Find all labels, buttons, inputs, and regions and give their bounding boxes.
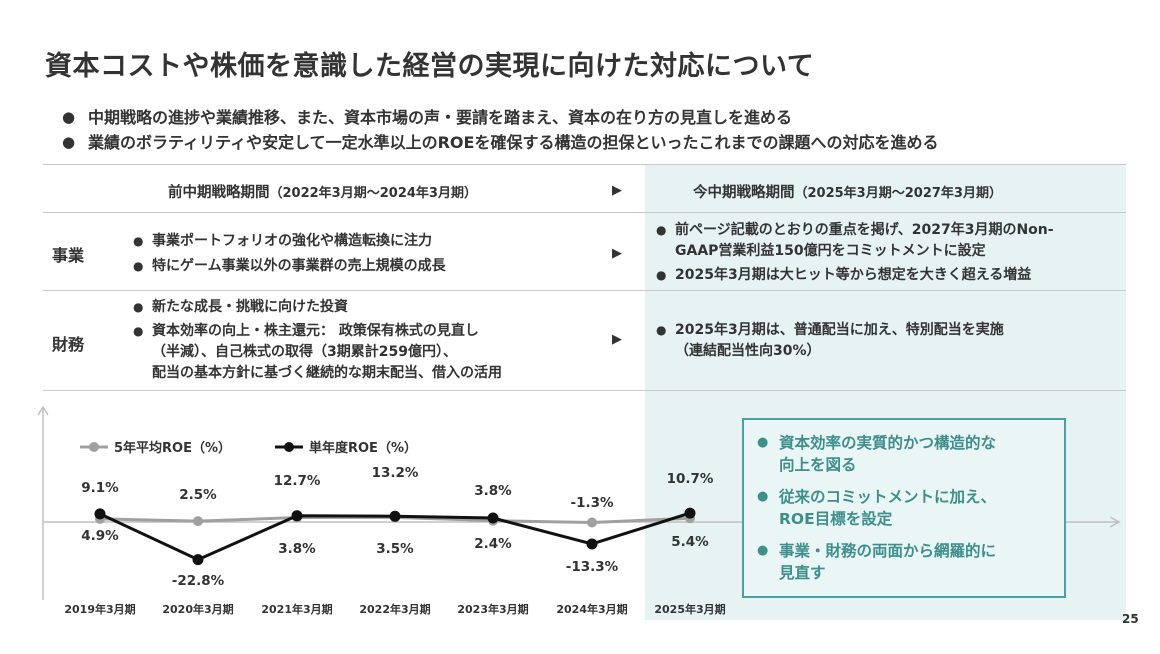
list-item: ● 特にゲーム事業以外の事業群の売上規模の成長 <box>133 256 446 277</box>
page-number: 25 <box>1122 612 1139 626</box>
legend-avg-marker <box>89 442 99 452</box>
data-label-avg: 9.1% <box>81 480 119 496</box>
bullet-dot-icon: ● <box>757 543 769 558</box>
data-label-avg: 12.7% <box>274 473 321 489</box>
series-single-point <box>291 510 303 522</box>
divider <box>43 390 1126 391</box>
series-avg-point <box>193 516 203 527</box>
data-label-single: -13.3% <box>566 559 619 575</box>
bullet-dot-icon: ● <box>133 324 144 338</box>
data-label-single: 4.9% <box>81 528 119 544</box>
data-label-avg: 13.2% <box>372 465 419 481</box>
page-title: 資本コストや株価を意識した経営の実現に向けた対応について <box>45 51 815 82</box>
bullet-dot-icon: ● <box>656 323 667 337</box>
list-item: ● 2025年3月期は、普通配当に加え、特別配当を実施 （連結配当性向30%） <box>656 322 1004 359</box>
x-axis-arrow-icon <box>1109 516 1121 528</box>
series-single-point <box>94 508 106 520</box>
divider <box>43 212 1126 213</box>
bullet-dot-icon: ● <box>133 234 144 248</box>
series-avg-point <box>587 517 597 528</box>
legend-avg-label: 5年平均ROE（%） <box>114 440 231 456</box>
goal-callout-box: ● 資本効率の実質的かつ構造的な 向上を図る ● 従来のコミットメントに加え、 ROE目… <box>742 418 1066 598</box>
arrow-right-icon: ▶ <box>612 332 622 347</box>
data-label-avg: 3.8% <box>474 483 512 499</box>
x-tick-label: 2024年3月期 <box>556 602 627 616</box>
callout-item: ● 従来のコミットメントに加え、 ROE目標を設定 <box>757 488 997 528</box>
summary-bullets: ● 中期戦略の進捗や業績推移、また、資本市場の声・要請を踏まえ、資本の在り方の見直… <box>62 105 1152 155</box>
series-single-point <box>487 512 499 524</box>
bullet-dot-icon: ● <box>133 259 144 273</box>
y-axis-arrow-icon <box>37 405 49 416</box>
arrow-right-icon: ▶ <box>612 246 622 261</box>
x-tick-label: 2019年3月期 <box>64 602 135 616</box>
series-single-point <box>389 510 401 522</box>
callout-item: ● 事業・財務の両面から網羅的に 見直す <box>757 542 997 582</box>
bullet-dot-icon: ● <box>62 108 76 126</box>
data-label-avg: 10.7% <box>667 471 714 487</box>
summary-bullet: ● 業績のボラティリティや安定して一定水準以上のROEを確保する構造の担保といった… <box>62 130 1152 155</box>
row-label-finance: 財務 <box>52 335 85 354</box>
bullet-dot-icon: ● <box>757 489 769 504</box>
data-label-single: 3.5% <box>376 541 414 557</box>
divider <box>43 164 1126 165</box>
roe-line-chart: 5年平均ROE（%） 単年度ROE（%） 9.1% 2.5% 12.7% 13.2% 3.8… <box>37 405 1121 616</box>
data-label-single: 5.4% <box>671 534 709 550</box>
arrow-right-icon: ▶ <box>612 183 622 198</box>
divider <box>43 290 1126 291</box>
series-single-point <box>586 538 598 550</box>
bullet-dot-icon: ● <box>62 133 76 151</box>
x-tick-label: 2025年3月期 <box>654 602 725 616</box>
data-label-single: 2.4% <box>474 536 512 552</box>
x-tick-label: 2021年3月期 <box>261 602 332 616</box>
list-item: ● 資本効率の向上・株主還元： 政策保有株式の見直し （半減）、自己株式の取得（3期… <box>133 323 502 381</box>
row-label-business: 事業 <box>52 246 85 265</box>
bullet-dot-icon: ● <box>656 223 667 237</box>
x-tick-label: 2022年3月期 <box>359 602 430 616</box>
data-label-avg: -1.3% <box>570 495 614 511</box>
bullet-dot-icon: ● <box>133 300 144 314</box>
data-label-single: -22.8% <box>172 573 225 589</box>
data-label-single: 3.8% <box>278 541 316 557</box>
list-item: ● 2025年3月期は大ヒット等から想定を大きく超える増益 <box>656 265 1031 286</box>
prev-period-header: 前中期戦略期間（2022年3月期～2024年3月期） <box>168 185 477 201</box>
data-label-avg: 2.5% <box>179 487 217 503</box>
list-item: ● 前ページ記載のとおりの重点を掲げ、2027年3月期のNon- GAAP営業利益1… <box>656 222 1054 259</box>
series-single-point <box>684 507 696 519</box>
curr-period-header: 今中期戦略期間（2025年3月期～2027年3月期） <box>693 185 1002 201</box>
list-item: ● 事業ポートフォリオの強化や構造転換に注力 <box>133 231 432 252</box>
x-tick-label: 2020年3月期 <box>162 602 233 616</box>
bullet-dot-icon: ● <box>757 435 769 450</box>
series-single-point <box>192 554 204 566</box>
summary-bullet: ● 中期戦略の進捗や業績推移、また、資本市場の声・要請を踏まえ、資本の在り方の見直… <box>62 105 1152 130</box>
legend-single-marker <box>284 442 294 452</box>
legend-single-label: 単年度ROE（%） <box>309 440 417 456</box>
callout-item: ● 資本効率の実質的かつ構造的な 向上を図る <box>757 434 997 474</box>
bullet-dot-icon: ● <box>656 268 667 282</box>
x-tick-label: 2023年3月期 <box>457 602 528 616</box>
list-item: ● 新たな成長・挑戦に向けた投資 <box>133 297 348 318</box>
